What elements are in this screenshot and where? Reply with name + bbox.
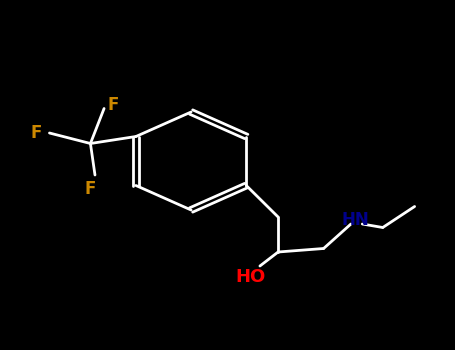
Text: F: F <box>85 180 96 198</box>
Text: HN: HN <box>342 211 369 230</box>
Text: HO: HO <box>236 267 266 286</box>
Text: F: F <box>30 124 41 142</box>
Text: F: F <box>107 96 119 114</box>
